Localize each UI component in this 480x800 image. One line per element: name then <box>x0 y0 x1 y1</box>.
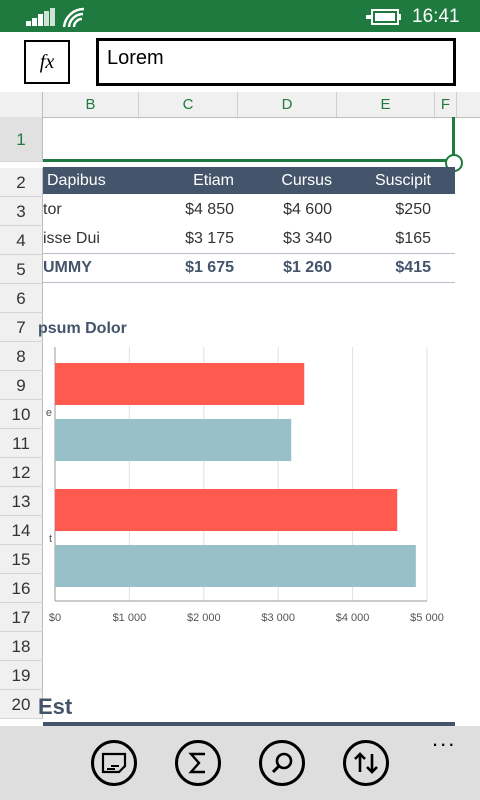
table-cell[interactable]: isse Dui <box>43 230 100 247</box>
table-cell[interactable]: $4 850 <box>185 201 234 218</box>
total-cell[interactable]: UMMY <box>43 259 92 276</box>
bar <box>55 489 398 531</box>
table-cell[interactable]: $4 600 <box>283 201 332 218</box>
x-tick-label: $3 000 <box>261 612 295 624</box>
battery-charging-icon <box>366 9 401 25</box>
bar <box>55 363 305 405</box>
sort-button[interactable] <box>343 740 389 786</box>
row-header-3[interactable]: 3 <box>0 197 43 226</box>
function-button[interactable]: fx <box>24 40 70 84</box>
more-options-button[interactable]: ... <box>432 726 457 751</box>
signal-strength-icon <box>26 8 55 26</box>
row-header-5[interactable]: 5 <box>0 255 43 284</box>
bar-chart[interactable]: $0 $1 000 $2 000 $3 000 $4 000 $5 000 e t <box>43 347 455 637</box>
row-header-15[interactable]: 15 <box>0 545 43 574</box>
total-cell[interactable]: $415 <box>395 259 431 276</box>
selected-cell-b1[interactable] <box>43 117 455 162</box>
row-header-11[interactable]: 11 <box>0 429 43 458</box>
section-title: Est <box>38 694 73 719</box>
table-cell[interactable]: $250 <box>395 201 431 218</box>
x-tick-label: $4 000 <box>336 612 370 624</box>
spreadsheet-grid[interactable]: B C D E F 1 2 3 4 5 6 7 8 9 10 11 12 13 … <box>0 92 480 726</box>
table-cell[interactable]: $3 340 <box>283 230 332 247</box>
bar <box>55 545 416 587</box>
column-header-c[interactable]: C <box>139 92 238 117</box>
x-tick-label: $2 000 <box>187 612 221 624</box>
total-cell[interactable]: $1 675 <box>185 259 234 276</box>
row-header-9[interactable]: 9 <box>0 371 43 400</box>
category-label: t <box>49 533 52 545</box>
search-icon <box>271 752 293 774</box>
row-header-6[interactable]: 6 <box>0 284 43 313</box>
sort-icon <box>354 752 378 774</box>
table-header-dapibus[interactable]: Dapibus <box>47 172 106 189</box>
row-header-12[interactable]: 12 <box>0 458 43 487</box>
table-header-suscipit[interactable]: Suscipit <box>374 172 431 189</box>
column-header-e[interactable]: E <box>337 92 435 117</box>
column-header-b[interactable]: B <box>43 92 139 117</box>
x-tick-label: $5 000 <box>410 612 444 624</box>
row-header-17[interactable]: 17 <box>0 603 43 632</box>
row-header-7[interactable]: 7 <box>0 313 43 342</box>
status-bar: 16:41 <box>0 0 480 32</box>
row-header-16[interactable]: 16 <box>0 574 43 603</box>
row-header-1[interactable]: 1 <box>0 117 43 162</box>
formula-input[interactable]: Lorem <box>96 38 456 86</box>
sheets-icon <box>101 752 127 774</box>
row-header-20[interactable]: 20 <box>0 690 43 719</box>
table-cell[interactable]: $165 <box>395 230 431 247</box>
table-cell[interactable]: $3 175 <box>185 230 234 247</box>
x-tick-label: $0 <box>49 612 61 624</box>
row-header-10[interactable]: 10 <box>0 400 43 429</box>
x-tick-label: $1 000 <box>113 612 147 624</box>
table-cell[interactable]: tor <box>43 201 62 218</box>
category-label: e <box>46 407 52 419</box>
table-bottom-border <box>43 282 455 283</box>
autosum-button[interactable] <box>175 740 221 786</box>
row-header-4[interactable]: 4 <box>0 226 43 255</box>
wifi-icon <box>62 7 85 27</box>
table-header-row <box>43 167 455 194</box>
find-button[interactable] <box>259 740 305 786</box>
row-header-18[interactable]: 18 <box>0 632 43 661</box>
row-header-19[interactable]: 19 <box>0 661 43 690</box>
row-header-8[interactable]: 8 <box>0 342 43 371</box>
bar <box>55 419 292 461</box>
table-header-etiam[interactable]: Etiam <box>193 172 234 189</box>
row-header-13[interactable]: 13 <box>0 487 43 516</box>
row-header-14[interactable]: 14 <box>0 516 43 545</box>
select-all-corner[interactable] <box>0 92 43 117</box>
total-cell[interactable]: $1 260 <box>283 259 332 276</box>
chart-title: psum Dolor <box>38 320 127 337</box>
column-header-d[interactable]: D <box>238 92 337 117</box>
sheets-button[interactable] <box>91 740 137 786</box>
clock: 16:41 <box>412 6 460 27</box>
section-divider <box>43 722 455 726</box>
sigma-icon <box>188 752 205 774</box>
row-header-2[interactable]: 2 <box>0 168 43 197</box>
column-header-f[interactable]: F <box>435 92 457 117</box>
app-bar: ... <box>0 726 480 800</box>
total-divider <box>43 253 455 254</box>
table-header-cursus[interactable]: Cursus <box>281 172 332 189</box>
